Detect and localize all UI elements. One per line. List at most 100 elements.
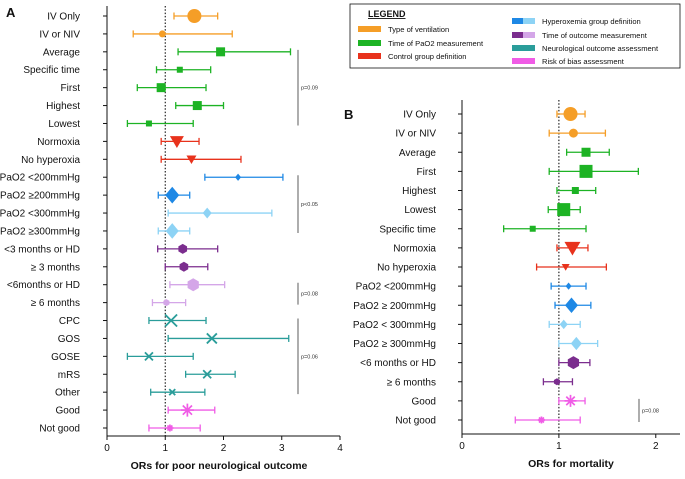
row-label: <6 months or HD [360,358,436,369]
square-marker [216,47,226,57]
row-label: PaO2 ≥200mmHg [0,191,80,202]
x-axis-label: ORs for poor neurological outcome [131,460,308,472]
legend-swatch [512,58,535,64]
legend-item-label: Neurological outcome assessment [542,44,659,53]
legend-swatch [358,26,381,32]
hexagon-marker [179,261,189,272]
triangle-marker [186,155,197,165]
row-label: PaO2 <200mmHg [0,173,80,184]
panel-label: B [344,107,353,122]
x-marker [144,351,154,361]
row-label: No hyperoxia [21,155,80,166]
legend-swatch [358,53,381,59]
row-label: Average [399,148,437,159]
row-label: Good [412,396,436,407]
hexagon-marker [567,356,580,370]
square-marker [571,187,579,194]
diamond-marker [559,319,568,330]
row-label: PaO2 ≥ 300mmHg [353,339,436,350]
p-value-label: p=0.09 [301,86,318,92]
star-marker [166,424,174,432]
x-tick-label: 1 [162,443,168,454]
square-marker [529,225,536,232]
square-marker [156,83,166,93]
legend: LEGEND Type of ventilation Time of PaO2 me… [349,3,681,69]
row-label: PaO2 <300mmHg [0,209,80,220]
hexagon-marker [178,243,188,254]
star-marker [180,403,194,417]
legend-item-label: Time of PaO2 measurement [388,39,484,48]
circle-marker [563,107,578,121]
diamond-marker [570,336,582,351]
row-label: GOSE [51,352,80,363]
triangle-marker [561,264,570,271]
p-value-label: p=0.06 [301,354,318,360]
legend-swatch-dark [512,18,523,24]
x-marker [206,332,218,345]
square-marker [192,101,202,111]
x-marker [164,313,178,328]
row-label: IV Only [47,12,80,23]
row-label: IV or NIV [39,29,80,40]
row-label: Highest [402,186,436,197]
diamond-marker [235,173,242,181]
row-label: First [61,83,81,94]
circle-marker [568,128,578,138]
p-value-label: p<0.05 [301,202,318,208]
row-label: Other [55,388,81,399]
x-tick-label: 3 [279,443,285,454]
hexagon-marker [187,278,199,292]
row-label: PaO2 < 300mmHg [353,320,436,331]
row-label: Specific time [379,224,436,235]
x-tick-label: 0 [104,443,110,454]
legend-swatch-light [523,32,535,38]
square-marker [557,203,571,217]
row-label: Lowest [48,119,80,130]
row-label: PaO2 <200mmHg [356,282,436,293]
row-label: Highest [46,101,80,112]
row-label: Normoxia [393,243,436,254]
row-label: GOS [58,334,81,345]
legend-swatch-dark [512,32,523,38]
square-marker [176,66,183,73]
row-label: Not good [39,424,80,435]
row-label: <3 months or HD [4,244,80,255]
legend-item-label: Time of outcome measurement [542,31,648,40]
row-label: ≥ 6 months [387,377,436,388]
square-marker [581,147,591,157]
panel-b-forest-plot: B 0 1 2 ORs for mortality IV Only IV or NIV Ave… [344,100,680,470]
diamond-marker [564,297,578,314]
legend-swatch-light [523,18,535,24]
row-label: First [417,167,437,178]
row-label: IV or NIV [395,129,436,140]
triangle-marker [564,241,581,256]
x-marker [202,369,212,379]
legend-item-label: Control group definition [388,52,467,61]
legend-swatch [358,40,381,46]
x-tick-label: 0 [459,441,465,452]
p-value-label: p=0.08 [642,408,659,414]
row-label: mRS [58,370,81,381]
square-marker [145,120,152,127]
row-label: CPC [59,316,80,327]
square-marker [579,164,593,178]
row-label: Average [43,47,81,58]
x-marker [168,388,176,396]
row-label: Lowest [404,205,436,216]
row-label: IV Only [403,110,436,121]
row-label: PaO2 ≥ 200mmHg [353,301,436,312]
row-label: Normoxia [37,137,80,148]
star-marker [564,394,577,407]
row-label: No hyperoxia [377,263,436,274]
diamond-marker [165,186,180,204]
triangle-marker [169,136,184,149]
x-tick-label: 2 [653,441,659,452]
p-value-label: p=0.08 [301,292,318,298]
row-label: <6months or HD [7,280,80,291]
row-label: Not good [395,416,436,427]
legend-title: LEGEND [368,9,406,19]
panel-label: A [6,5,16,20]
legend-item-label: Type of ventilation [388,25,449,34]
x-tick-label: 1 [556,441,562,452]
